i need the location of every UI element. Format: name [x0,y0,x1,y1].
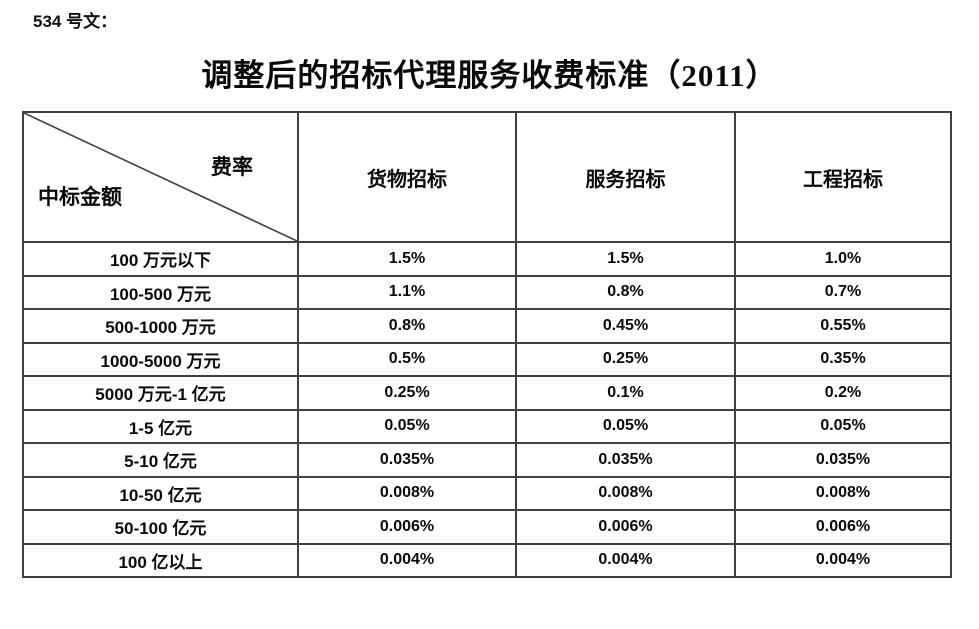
table-row: 100-500 万元 1.1% 0.8% 0.7% [22,274,952,310]
rate-cell: 0.004% [515,542,736,578]
row-label-cell: 100-500 万元 [22,274,299,310]
row-label-cell: 5000 万元-1 亿元 [22,375,299,411]
corner-rate-label: 费率 [211,155,253,179]
row-label-cell: 50-100 亿元 [22,509,299,545]
rate-cell: 0.25% [515,341,736,377]
rate-cell: 0.8% [297,308,517,344]
table-row: 10-50 亿元 0.008% 0.008% 0.008% [22,475,952,511]
column-header-services: 服务招标 [515,111,736,243]
rate-cell: 0.05% [297,408,517,444]
column-header-engineering: 工程招标 [734,111,952,243]
rate-cell: 0.35% [734,341,952,377]
row-label-cell: 100 万元以下 [22,241,299,277]
column-header-goods: 货物招标 [297,111,517,243]
rate-cell: 0.05% [515,408,736,444]
rate-cell: 0.55% [734,308,952,344]
rate-cell: 0.2% [734,375,952,411]
rate-cell: 0.035% [515,442,736,478]
rate-cell: 0.8% [515,274,736,310]
table-row: 1000-5000 万元 0.5% 0.25% 0.35% [22,341,952,377]
row-label-cell: 5-10 亿元 [22,442,299,478]
rate-cell: 0.1% [515,375,736,411]
row-label-cell: 1000-5000 万元 [22,341,299,377]
rate-cell: 0.035% [734,442,952,478]
rate-cell: 0.5% [297,341,517,377]
table-row: 500-1000 万元 0.8% 0.45% 0.55% [22,308,952,344]
rate-cell: 0.45% [515,308,736,344]
rate-cell: 0.006% [515,509,736,545]
rate-cell: 0.035% [297,442,517,478]
header-row: 费率 中标金额 货物招标 服务招标 工程招标 [22,111,952,243]
table-row: 5000 万元-1 亿元 0.25% 0.1% 0.2% [22,375,952,411]
table-row: 5-10 亿元 0.035% 0.035% 0.035% [22,442,952,478]
rate-cell: 1.1% [297,274,517,310]
row-label-cell: 1-5 亿元 [22,408,299,444]
rate-cell: 1.5% [515,241,736,277]
fee-rate-table: 费率 中标金额 货物招标 服务招标 工程招标 100 万元以下 1.5% 1.5… [22,111,952,578]
rate-cell: 0.25% [297,375,517,411]
diagonal-divider-line [24,113,297,241]
rate-cell: 0.008% [734,475,952,511]
row-label-cell: 500-1000 万元 [22,308,299,344]
rate-cell: 0.05% [734,408,952,444]
corner-amount-label: 中标金额 [38,185,122,209]
page-title: 调整后的招标代理服务收费标准（2011） [201,58,778,93]
table-row: 100 万元以下 1.5% 1.5% 1.0% [22,241,952,277]
rate-cell: 1.5% [297,241,517,277]
rate-cell: 0.008% [515,475,736,511]
rate-cell: 0.7% [734,274,952,310]
rate-cell: 1.0% [734,241,952,277]
rate-cell: 0.008% [297,475,517,511]
row-label-cell: 10-50 亿元 [22,475,299,511]
rate-cell: 0.004% [734,542,952,578]
row-label-cell: 100 亿以上 [22,542,299,578]
table-row: 100 亿以上 0.004% 0.004% 0.004% [22,542,952,578]
rate-cell: 0.006% [297,509,517,545]
diagonal-corner-cell: 费率 中标金额 [22,111,299,243]
table-row: 1-5 亿元 0.05% 0.05% 0.05% [22,408,952,444]
rate-cell: 0.004% [297,542,517,578]
table-row: 50-100 亿元 0.006% 0.006% 0.006% [22,509,952,545]
rate-cell: 0.006% [734,509,952,545]
doc-number-label: 534 号文： [33,12,118,31]
